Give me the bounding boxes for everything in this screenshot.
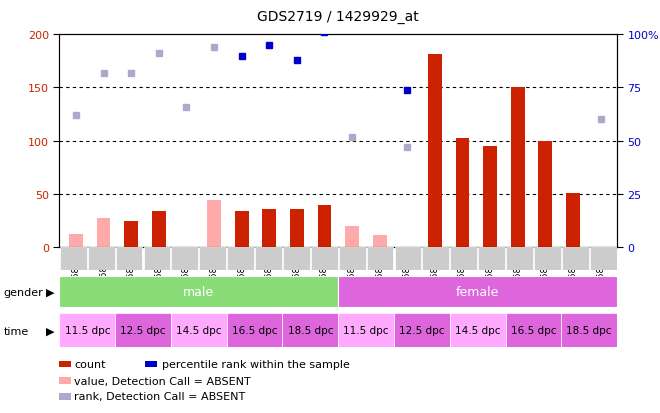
Text: count: count [74, 359, 106, 369]
Bar [566, 194, 580, 248]
FancyBboxPatch shape [422, 247, 449, 270]
Bar [235, 211, 249, 248]
Bar [69, 234, 83, 248]
FancyBboxPatch shape [172, 247, 198, 270]
Text: 14.5 dpc: 14.5 dpc [176, 325, 222, 335]
Bar [96, 218, 110, 248]
Bar [394, 313, 450, 347]
FancyBboxPatch shape [199, 247, 226, 270]
Bar [207, 201, 221, 248]
Text: ▶: ▶ [46, 326, 54, 336]
FancyBboxPatch shape [88, 247, 115, 270]
FancyBboxPatch shape [311, 247, 338, 270]
Text: percentile rank within the sample: percentile rank within the sample [162, 359, 350, 369]
Bar [282, 313, 338, 347]
FancyBboxPatch shape [60, 247, 86, 270]
FancyBboxPatch shape [590, 247, 616, 270]
Text: female: female [456, 286, 500, 299]
Bar [506, 313, 561, 347]
Text: 11.5 dpc: 11.5 dpc [65, 325, 110, 335]
Bar [511, 88, 525, 248]
Bar [124, 221, 138, 248]
Bar [59, 313, 115, 347]
FancyBboxPatch shape [115, 247, 143, 270]
Text: 14.5 dpc: 14.5 dpc [455, 325, 500, 335]
FancyBboxPatch shape [255, 247, 282, 270]
FancyBboxPatch shape [395, 247, 421, 270]
Bar [345, 226, 359, 248]
Bar [455, 138, 469, 248]
Bar [262, 209, 276, 248]
Text: ▶: ▶ [46, 287, 54, 297]
FancyBboxPatch shape [562, 247, 589, 270]
FancyBboxPatch shape [367, 247, 393, 270]
FancyBboxPatch shape [534, 247, 561, 270]
FancyBboxPatch shape [506, 247, 533, 270]
Text: 18.5 dpc: 18.5 dpc [566, 325, 612, 335]
FancyBboxPatch shape [144, 247, 170, 270]
FancyBboxPatch shape [339, 247, 366, 270]
Bar [152, 211, 166, 248]
Text: value, Detection Call = ABSENT: value, Detection Call = ABSENT [74, 376, 251, 386]
Text: male: male [183, 286, 214, 299]
Bar [428, 55, 442, 248]
Bar [171, 313, 227, 347]
Text: rank, Detection Call = ABSENT: rank, Detection Call = ABSENT [74, 392, 245, 401]
FancyBboxPatch shape [478, 247, 505, 270]
Text: 16.5 dpc: 16.5 dpc [232, 325, 277, 335]
Text: time: time [3, 326, 28, 336]
Bar [338, 277, 617, 308]
Bar [115, 313, 171, 347]
FancyBboxPatch shape [227, 247, 254, 270]
Text: 18.5 dpc: 18.5 dpc [288, 325, 333, 335]
FancyBboxPatch shape [450, 247, 477, 270]
FancyBboxPatch shape [283, 247, 310, 270]
Bar [561, 313, 617, 347]
Bar [373, 235, 387, 248]
Text: 12.5 dpc: 12.5 dpc [120, 325, 166, 335]
Text: 16.5 dpc: 16.5 dpc [511, 325, 556, 335]
Text: gender: gender [3, 287, 43, 297]
Text: 11.5 dpc: 11.5 dpc [343, 325, 389, 335]
Text: 12.5 dpc: 12.5 dpc [399, 325, 445, 335]
Bar [338, 313, 394, 347]
Bar [59, 277, 338, 308]
Bar [290, 209, 304, 248]
Bar [450, 313, 506, 347]
Bar [227, 313, 282, 347]
Bar [483, 147, 497, 248]
Bar [539, 142, 552, 248]
Text: GDS2719 / 1429929_at: GDS2719 / 1429929_at [257, 10, 419, 24]
Bar [317, 205, 331, 248]
